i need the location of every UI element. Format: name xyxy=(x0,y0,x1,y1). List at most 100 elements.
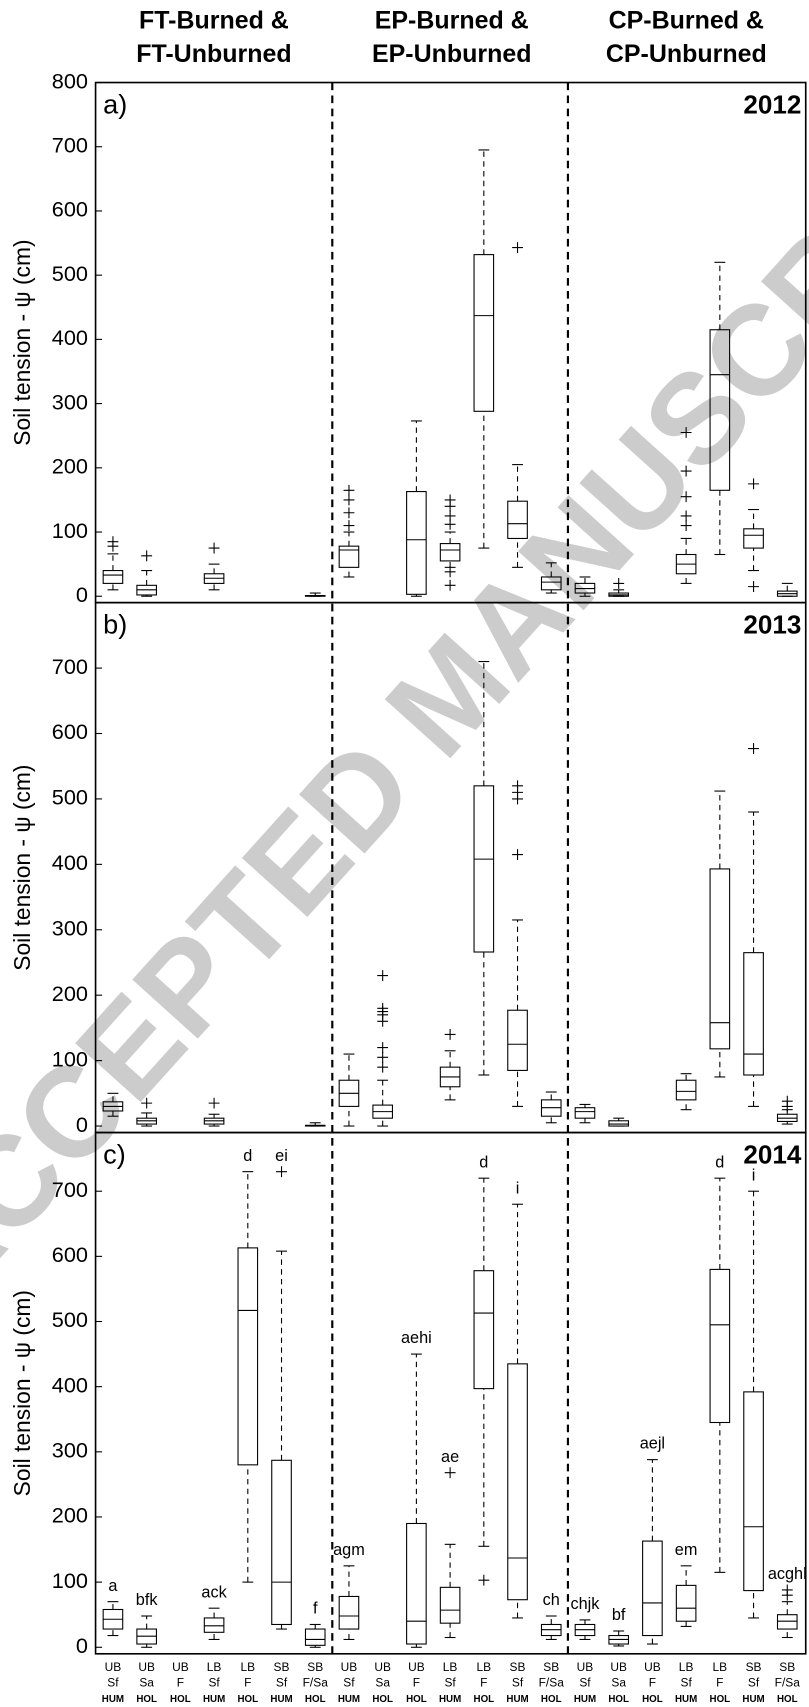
box xyxy=(709,868,731,1050)
box xyxy=(304,1628,326,1646)
x-tick-label: Sf xyxy=(748,1675,760,1689)
x-tick-label: UB xyxy=(374,1660,391,1674)
outlier xyxy=(377,1051,389,1063)
x-tick-label: HOL xyxy=(136,1694,157,1705)
outlier xyxy=(680,491,692,503)
x-tick-label: HUM xyxy=(270,1694,292,1705)
y-tick-label: 500 xyxy=(52,785,88,810)
outlier xyxy=(141,550,153,562)
outlier xyxy=(343,507,355,519)
x-tick-label: HOL xyxy=(608,1694,629,1705)
outlier xyxy=(444,1029,456,1040)
y-tick-label: 400 xyxy=(52,1372,88,1397)
outlier xyxy=(512,780,523,792)
x-tick-label: Sf xyxy=(343,1675,355,1689)
x-tick-label: HOL xyxy=(474,1694,495,1705)
y-tick-label: 0 xyxy=(76,1633,88,1658)
outlier xyxy=(680,427,692,438)
outlier xyxy=(444,1467,456,1479)
outlier xyxy=(512,242,523,253)
x-tick-label: HOL xyxy=(642,1694,663,1705)
panel-frame xyxy=(94,1131,807,1655)
significance-letter: acghl xyxy=(768,1565,807,1583)
x-tick-label: Sf xyxy=(444,1675,456,1689)
x-tick-label: F/Sa xyxy=(303,1675,329,1689)
box xyxy=(507,1009,528,1071)
y-tick-label: 100 xyxy=(52,518,88,543)
box xyxy=(574,1107,596,1119)
x-tick-label: Sf xyxy=(208,1675,220,1689)
y-tick-label: 400 xyxy=(52,325,88,350)
x-tick-label: HUM xyxy=(338,1694,360,1705)
box xyxy=(675,1584,697,1622)
box xyxy=(776,1614,798,1630)
y-tick-label: 500 xyxy=(52,261,88,286)
box xyxy=(709,1268,731,1424)
y-tick-label: 700 xyxy=(52,654,88,679)
y-tick-label: 200 xyxy=(52,1503,88,1528)
y-tick-label: 700 xyxy=(52,132,88,157)
significance-letter: bf xyxy=(612,1606,626,1624)
group-header: CP-Unburned xyxy=(606,40,767,68)
x-tick-label: SB xyxy=(274,1660,290,1674)
x-tick-label: HOL xyxy=(237,1694,258,1705)
x-tick-label: F xyxy=(480,1675,487,1689)
group-header: CP-Burned & xyxy=(609,6,764,34)
outlier xyxy=(208,1097,220,1109)
x-tick-label: F xyxy=(177,1675,184,1689)
x-tick-label: UB xyxy=(644,1660,661,1674)
significance-letter: aehi xyxy=(401,1329,432,1347)
x-tick-label: Sf xyxy=(107,1675,119,1689)
outlier xyxy=(680,510,692,522)
box xyxy=(338,1595,360,1630)
box xyxy=(675,1079,697,1101)
x-tick-label: HUM xyxy=(102,1694,124,1705)
outlier xyxy=(377,1042,389,1053)
x-tick-label: LB xyxy=(443,1660,458,1674)
x-tick-label: HUM xyxy=(675,1694,697,1705)
outlier xyxy=(276,1166,287,1178)
x-tick-label: UB xyxy=(408,1660,425,1674)
x-tick-label: HOL xyxy=(777,1694,798,1705)
outlier xyxy=(512,849,523,860)
panel-year: 2014 xyxy=(743,1139,801,1169)
x-tick-label: HOL xyxy=(305,1694,326,1705)
outlier xyxy=(444,510,456,522)
y-tick-label: 100 xyxy=(52,1568,88,1593)
outlier xyxy=(377,970,389,981)
outlier xyxy=(444,579,456,591)
outlier xyxy=(444,494,456,506)
x-tick-label: UB xyxy=(138,1660,155,1674)
significance-letter: bfk xyxy=(136,1591,159,1609)
box xyxy=(338,545,360,568)
significance-letter: d xyxy=(243,1147,252,1165)
significance-letter: a xyxy=(108,1577,118,1595)
box xyxy=(473,1270,495,1390)
box xyxy=(406,1522,427,1645)
box xyxy=(540,576,562,591)
outlier xyxy=(680,465,692,477)
y-axis-title: Soil tension - ψ (cm) xyxy=(9,1290,35,1496)
outlier xyxy=(107,536,119,548)
outlier xyxy=(748,581,759,593)
outlier xyxy=(781,1095,793,1107)
box xyxy=(608,1120,630,1127)
y-tick-label: 600 xyxy=(52,1242,88,1267)
y-tick-label: 300 xyxy=(52,389,88,414)
x-tick-label: UB xyxy=(105,1660,122,1674)
x-tick-label: F/Sa xyxy=(539,1675,565,1689)
significance-letter: ae xyxy=(441,1448,459,1466)
box xyxy=(743,1391,764,1592)
panel-label: c) xyxy=(103,1139,126,1170)
y-tick-label: 0 xyxy=(76,1112,88,1137)
box xyxy=(709,329,731,491)
significance-letter: f xyxy=(313,1600,318,1618)
x-tick-label: HUM xyxy=(574,1694,596,1705)
box xyxy=(507,1363,528,1601)
group-header: FT-Unburned xyxy=(136,40,291,68)
panel-year: 2012 xyxy=(743,89,801,119)
x-tick-label: LB xyxy=(477,1660,492,1674)
outlier xyxy=(377,1061,389,1073)
y-tick-label: 100 xyxy=(52,1046,88,1071)
